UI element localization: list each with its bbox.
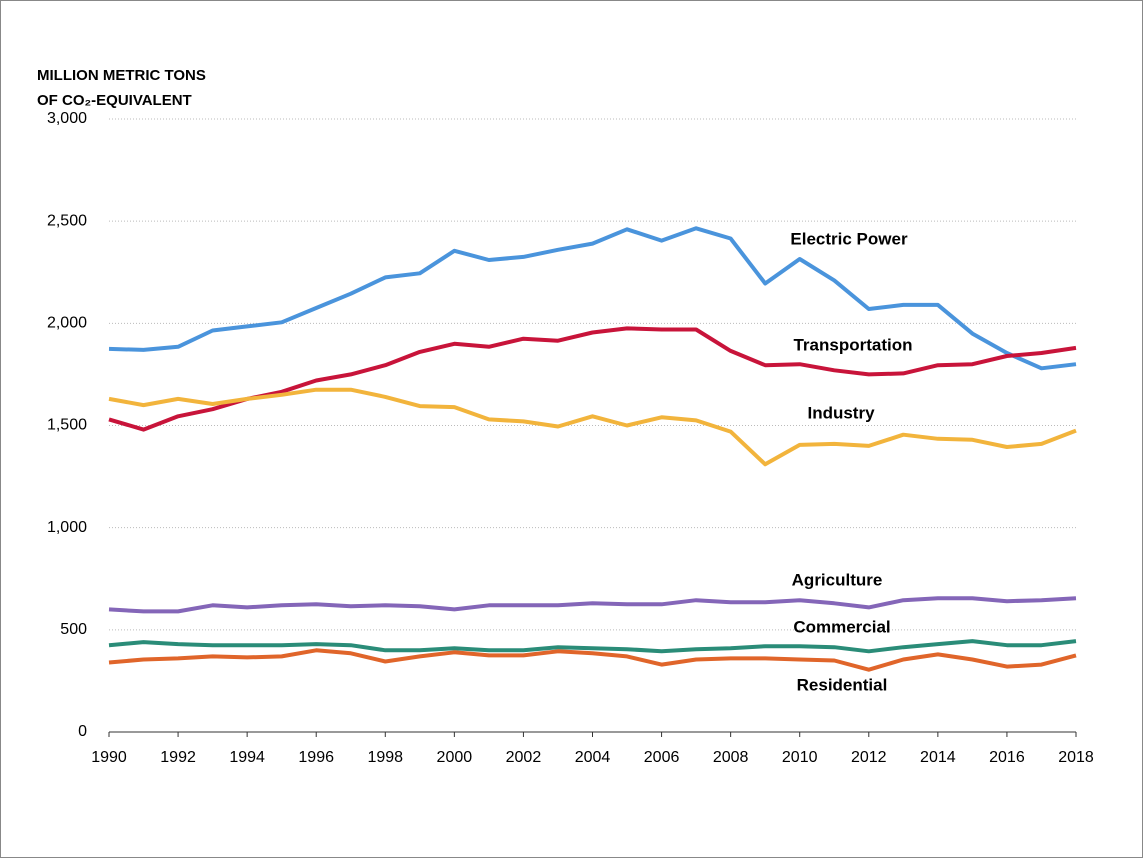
x-tick-label: 1996 xyxy=(298,749,334,766)
series-label: Agriculture xyxy=(792,570,883,589)
x-tick-label: 2016 xyxy=(989,749,1025,766)
series-line xyxy=(108,639,1077,654)
y-axis-title: OF CO₂-EQUIVALENT xyxy=(37,92,192,109)
y-tick-label: 2,000 xyxy=(47,315,87,332)
y-tick-label: 1,000 xyxy=(47,519,87,536)
series-line xyxy=(108,226,1077,371)
y-axis-title: MILLION METRIC TONS xyxy=(37,67,206,84)
series-label: Transportation xyxy=(793,335,912,354)
x-tick-label: 2018 xyxy=(1058,749,1094,766)
series-label: Commercial xyxy=(793,617,890,636)
x-tick-label: 2010 xyxy=(782,749,818,766)
x-tick-label: 2000 xyxy=(437,749,473,766)
y-tick-label: 2,500 xyxy=(47,212,87,229)
x-tick-label: 1994 xyxy=(229,749,265,766)
y-tick-label: 500 xyxy=(60,621,87,638)
x-tick-label: 2006 xyxy=(644,749,680,766)
x-tick-label: 1998 xyxy=(367,749,403,766)
series-line xyxy=(108,387,1077,467)
series-line xyxy=(108,648,1077,672)
x-tick-label: 2004 xyxy=(575,749,611,766)
y-tick-label: 1,500 xyxy=(47,417,87,434)
x-tick-label: 1990 xyxy=(91,749,127,766)
series-label: Electric Power xyxy=(790,229,908,248)
x-tick-label: 2008 xyxy=(713,749,749,766)
y-tick-label: 0 xyxy=(78,723,87,740)
x-tick-label: 2002 xyxy=(506,749,542,766)
y-tick-label: 3,000 xyxy=(47,110,87,127)
x-tick-label: 2012 xyxy=(851,749,887,766)
series-label: Industry xyxy=(807,403,875,422)
x-tick-label: 2014 xyxy=(920,749,956,766)
series-label: Residential xyxy=(797,675,888,694)
series-line xyxy=(108,596,1077,614)
x-tick-label: 1992 xyxy=(160,749,196,766)
